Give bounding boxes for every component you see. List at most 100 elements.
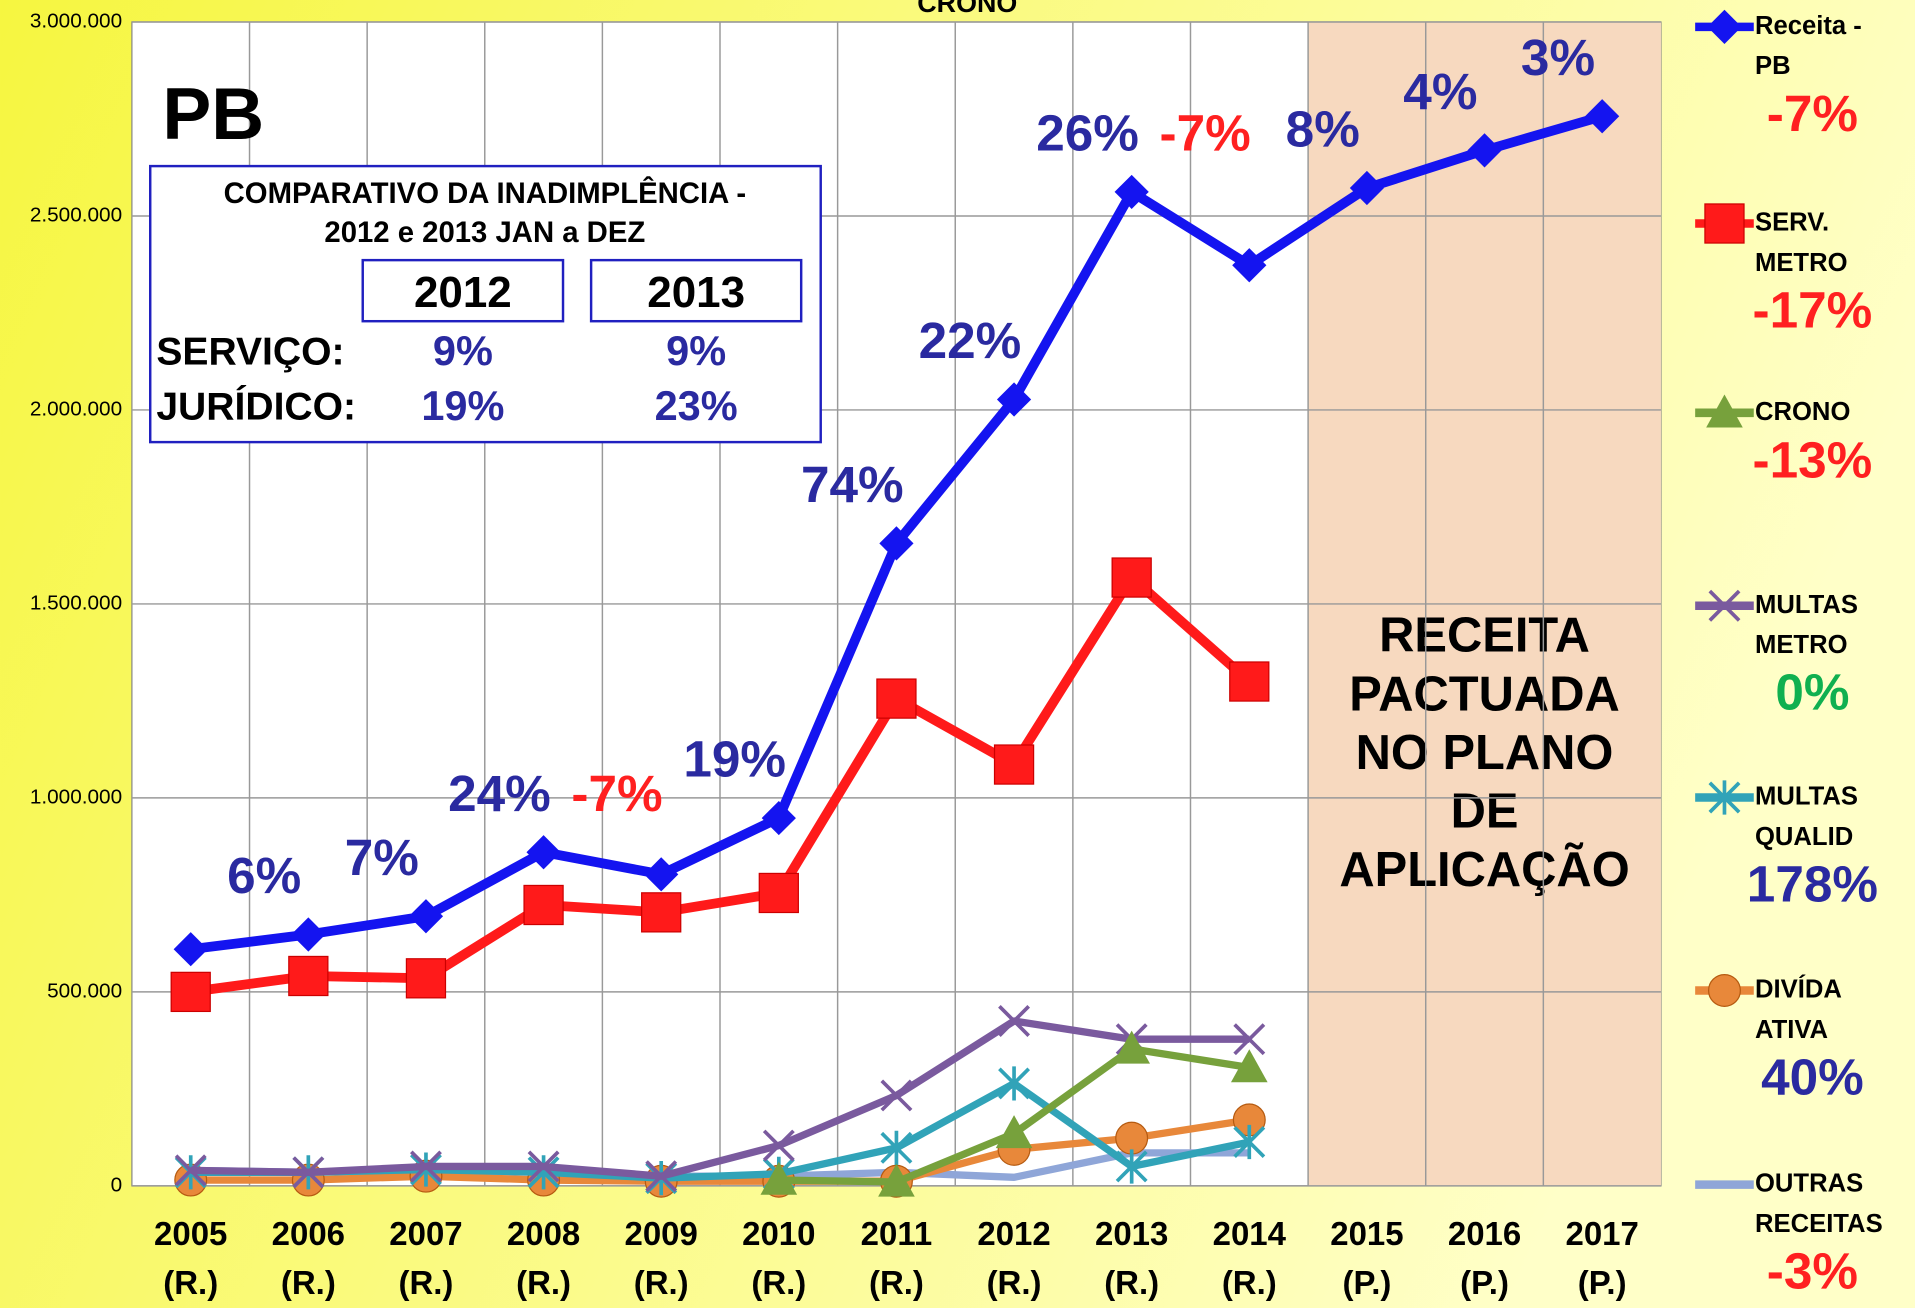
data-point <box>880 1130 913 1165</box>
data-point <box>1707 973 1741 1007</box>
data-point <box>762 1129 795 1162</box>
legend-label: MULTAS QUALID <box>1755 782 1858 850</box>
x-tick-label: 2009 (R.) <box>625 1215 698 1301</box>
data-point <box>526 835 561 870</box>
legend-value: 0% <box>1775 664 1849 721</box>
data-point <box>405 958 447 999</box>
inset-header-box <box>589 258 803 323</box>
inset-row-label: SERVIÇO: <box>156 331 344 374</box>
inset-header: 2012 <box>414 268 512 317</box>
data-point <box>1708 589 1741 622</box>
legend-value: 40% <box>1761 1048 1864 1105</box>
series-line <box>190 572 1253 997</box>
x-tick-label: 2005 (R.) <box>154 1215 227 1301</box>
legend-value: 178% <box>1747 855 1878 912</box>
data-point <box>1467 133 1502 168</box>
region-label: NO PLANO <box>1356 726 1614 780</box>
data-point <box>1706 394 1743 428</box>
point-label: 8% <box>1286 101 1360 158</box>
x-tick-label: 2007 (R.) <box>389 1215 462 1301</box>
point-label: 3% <box>1521 29 1595 86</box>
region-label: DE <box>1451 785 1519 839</box>
legend-label: SERV. METRO <box>1755 208 1848 276</box>
legend-label: Receita -PB <box>1755 12 1862 80</box>
y-tick-label: 2.000.000 <box>30 397 122 420</box>
data-point <box>170 971 211 1013</box>
legend-item: Receita -PB-7% <box>1695 9 1862 142</box>
data-point <box>998 1005 1031 1037</box>
data-point <box>644 857 679 892</box>
data-point <box>761 800 796 836</box>
x-tick-label: 2012 (R.) <box>977 1215 1050 1301</box>
data-point <box>760 1161 798 1195</box>
data-point <box>1230 1049 1268 1083</box>
point-label: 24% <box>448 765 551 822</box>
data-point <box>292 1156 325 1189</box>
point-label: 6% <box>227 847 301 904</box>
data-point <box>641 892 682 933</box>
data-point <box>1704 203 1745 244</box>
region-label: PACTUADA <box>1349 667 1619 721</box>
inset-cell: 23% <box>655 382 738 429</box>
point-label: 74% <box>801 456 904 513</box>
point-label: -7% <box>1160 104 1251 161</box>
legend-value: -17% <box>1753 281 1873 338</box>
legend-item: OUTRAS RECEITAS -3% <box>1695 1169 1883 1300</box>
data-point <box>1585 99 1620 134</box>
point-label: 7% <box>345 829 419 886</box>
inset-cell: 9% <box>666 327 726 374</box>
data-point <box>758 872 799 914</box>
x-tick-label: 2015 (P.) <box>1330 1215 1403 1301</box>
data-point <box>1232 248 1267 283</box>
x-tick-label: 2010 (R.) <box>742 1215 815 1301</box>
data-point <box>876 678 917 719</box>
data-point <box>291 917 326 952</box>
legend-label: OUTRAS RECEITAS <box>1755 1169 1883 1237</box>
region-label: RECEITA <box>1379 609 1590 663</box>
inset-cell: 19% <box>421 382 504 429</box>
point-label: 19% <box>683 731 786 788</box>
data-point <box>523 884 564 926</box>
y-tick-label: 500.000 <box>47 979 122 1002</box>
data-point <box>288 955 329 997</box>
inset-title: COMPARATIVO DA INADIMPLÊNCIA - <box>224 176 746 210</box>
data-point <box>995 1115 1033 1149</box>
x-tick-label: 2016 (P.) <box>1448 1215 1521 1301</box>
x-tick-label: 2006 (R.) <box>272 1215 345 1301</box>
legend-value: -3% <box>1767 1243 1858 1300</box>
inset-row-label: JURÍDICO: <box>156 384 356 428</box>
legend-value: -7% <box>1767 85 1858 142</box>
series-line <box>190 1116 1250 1185</box>
data-point <box>1114 174 1149 210</box>
data-point <box>1229 661 1270 702</box>
data-point <box>1111 557 1152 598</box>
x-tick-label: 2008 (R.) <box>507 1215 580 1301</box>
data-point <box>527 1155 560 1190</box>
data-point <box>993 744 1035 785</box>
data-point <box>1233 1124 1266 1160</box>
inset-header-box <box>361 258 565 323</box>
data-point <box>1115 1149 1148 1184</box>
legend-label: CRONO <box>1755 398 1850 426</box>
point-label: 22% <box>919 312 1022 369</box>
legend-value: -13% <box>1753 432 1873 489</box>
y-tick-label: 3.000.000 <box>30 9 122 32</box>
data-point <box>878 1163 915 1197</box>
data-point <box>645 1160 678 1193</box>
data-point <box>173 932 208 967</box>
data-point <box>1233 1023 1266 1056</box>
legend-label: DIVÍDA ATIVA <box>1755 974 1842 1043</box>
inset-label: PB <box>162 73 264 155</box>
x-tick-label: 2011 (R.) <box>861 1215 933 1301</box>
point-label: 4% <box>1403 63 1477 120</box>
inset-title: 2012 e 2013 JAN a DEZ <box>324 216 645 249</box>
data-point <box>1115 1121 1149 1155</box>
y-tick-label: 0 <box>111 1173 123 1196</box>
x-tick-label: 2014 (R.) <box>1213 1215 1287 1301</box>
series-line <box>190 1017 1250 1180</box>
